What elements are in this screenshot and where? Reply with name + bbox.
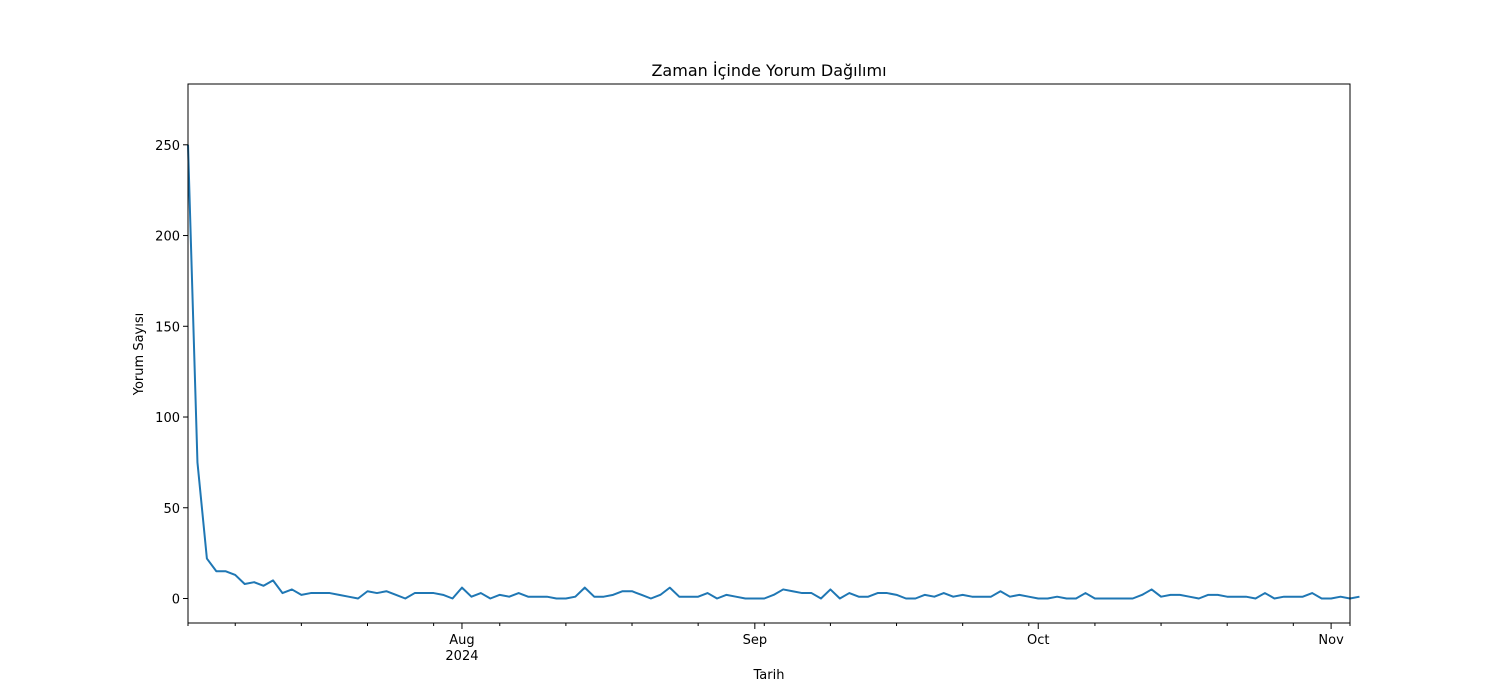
y-tick-label: 100	[155, 411, 180, 426]
x-tick-label: Oct	[1027, 633, 1049, 648]
series-line	[187, 144, 1360, 600]
x-tick-label: Sep	[743, 633, 768, 648]
y-tick-label: 0	[172, 593, 180, 608]
y-tick-label: 150	[155, 320, 180, 335]
y-tick-label: 200	[155, 230, 180, 245]
plot-frame	[187, 83, 1351, 624]
x-tick-label: Aug	[449, 633, 474, 648]
y-tick-label: 250	[155, 139, 180, 154]
chart-title: Zaman İçinde Yorum Dağılımı	[651, 61, 886, 80]
y-axis-label: Yorum Sayısı	[132, 313, 147, 396]
y-axis: 0 50 100 150 200 250	[155, 139, 188, 608]
x-axis-label: Tarih	[753, 668, 785, 683]
x-tick-label: Nov	[1318, 633, 1344, 648]
y-tick-label: 50	[163, 502, 180, 517]
plot-area	[187, 144, 1360, 600]
x-tick-sublabel: 2024	[445, 649, 478, 664]
